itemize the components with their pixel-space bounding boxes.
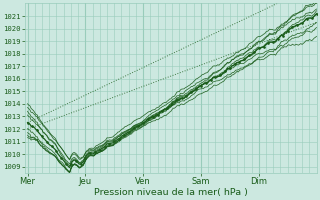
X-axis label: Pression niveau de la mer( hPa ): Pression niveau de la mer( hPa )	[94, 188, 248, 197]
